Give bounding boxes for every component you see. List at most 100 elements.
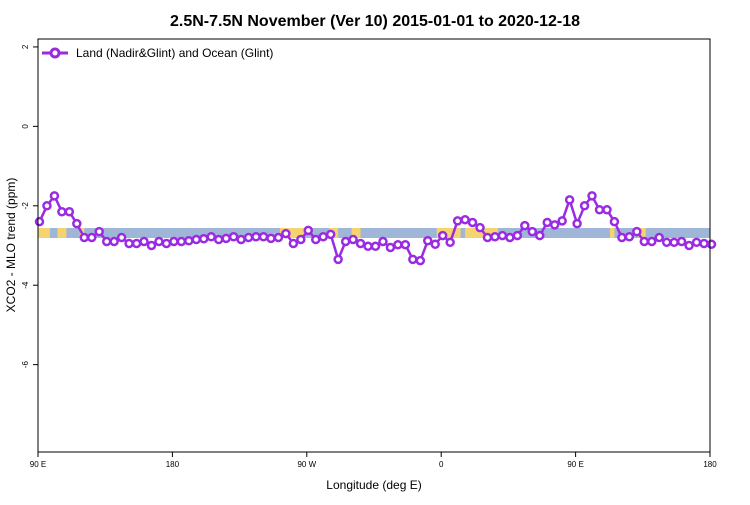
data-point	[64, 206, 75, 217]
data-point	[527, 226, 538, 237]
data-point	[557, 216, 567, 226]
data-point	[131, 238, 142, 249]
data-point	[587, 191, 597, 201]
land-patch	[38, 228, 50, 238]
data-point	[393, 239, 403, 250]
legend: Land (Nadir&Glint) and Ocean (Glint)	[42, 46, 273, 60]
data-point	[348, 234, 358, 245]
data-point	[654, 232, 664, 243]
data-point	[333, 254, 343, 265]
data-point	[385, 242, 396, 253]
data-point	[49, 191, 60, 201]
data-point	[42, 201, 52, 211]
data-point	[676, 236, 687, 247]
data-point	[430, 239, 440, 250]
data-point	[520, 220, 530, 231]
plot-frame	[37, 38, 711, 453]
data-point	[617, 232, 627, 243]
land-patch	[609, 228, 615, 238]
ocean-strip	[38, 228, 710, 238]
data-point	[691, 237, 702, 248]
data-point	[340, 236, 351, 247]
data-point	[318, 232, 328, 242]
data-point	[116, 232, 127, 243]
data-point	[146, 240, 157, 251]
data-point	[191, 234, 202, 245]
data-point	[475, 222, 485, 233]
data-point	[505, 232, 515, 243]
x-axis-label: Longitude (deg E)	[326, 478, 421, 492]
y-tick-label: -2	[21, 202, 30, 210]
data-point	[378, 236, 388, 247]
data-point	[452, 216, 463, 226]
x-tick-label: 90 W	[297, 460, 316, 469]
data-point	[101, 236, 112, 247]
legend-marker-swatch	[49, 47, 61, 59]
x-axis: 90 E 180 90 W 0 90 E 180	[30, 452, 717, 469]
data-point	[490, 232, 500, 242]
data-point	[94, 226, 104, 237]
data-point	[288, 238, 299, 249]
data-point	[609, 216, 620, 227]
data-point	[669, 237, 679, 248]
series-layer	[34, 191, 717, 266]
data-point	[579, 201, 590, 211]
y-tick-label: 0	[21, 124, 30, 129]
data-point	[355, 238, 366, 249]
data-point	[467, 217, 478, 228]
data-point	[243, 232, 254, 243]
data-point	[408, 254, 418, 265]
land-patch	[279, 228, 304, 238]
data-point	[647, 236, 657, 247]
land-ocean-band	[38, 228, 710, 238]
data-point	[699, 238, 709, 249]
data-point	[535, 230, 545, 241]
data-point	[624, 232, 635, 242]
data-point	[87, 232, 97, 243]
data-point	[639, 236, 650, 247]
data-point	[109, 236, 119, 247]
data-point	[542, 217, 552, 228]
data-point	[251, 232, 261, 242]
data-point	[370, 241, 381, 252]
data-point	[632, 226, 642, 237]
data-point	[363, 241, 373, 252]
data-point	[124, 238, 134, 249]
data-point	[266, 233, 276, 244]
y-tick-label: -6	[21, 361, 30, 369]
data-point	[79, 232, 90, 243]
data-point	[311, 234, 321, 245]
data-point	[437, 230, 448, 241]
data-point	[258, 232, 269, 242]
data-point	[176, 236, 187, 247]
data-point	[706, 239, 717, 250]
data-point	[236, 234, 246, 245]
data-point	[154, 236, 164, 247]
data-point	[221, 233, 231, 244]
data-point	[661, 237, 672, 248]
data-point	[34, 216, 45, 227]
land-patch	[351, 228, 361, 238]
data-point	[512, 230, 523, 241]
data-point	[206, 232, 216, 242]
data-point	[325, 229, 336, 240]
land-patch	[638, 228, 646, 238]
y-axis-label: XCO2 - MLO trend (ppm)	[4, 178, 18, 313]
data-point	[273, 232, 284, 243]
x-tick-label: 0	[439, 460, 444, 469]
data-point	[303, 225, 314, 236]
data-point	[184, 235, 194, 246]
data-point	[296, 234, 306, 245]
x-tick-label: 180	[166, 460, 180, 469]
data-point	[199, 233, 209, 244]
x-tick-label: 90 E	[30, 460, 46, 469]
data-point	[572, 218, 582, 229]
chart-title: 2.5N-7.5N November (Ver 10) 2015-01-01 t…	[170, 13, 580, 30]
data-point	[213, 234, 224, 245]
data-point	[139, 236, 149, 247]
legend-label: Land (Nadir&Glint) and Ocean (Glint)	[76, 46, 273, 60]
x-tick-label: 180	[703, 460, 717, 469]
y-axis: 2 0 -2 -4 -6	[21, 44, 38, 368]
land-patch	[57, 228, 67, 238]
data-point	[423, 235, 433, 246]
